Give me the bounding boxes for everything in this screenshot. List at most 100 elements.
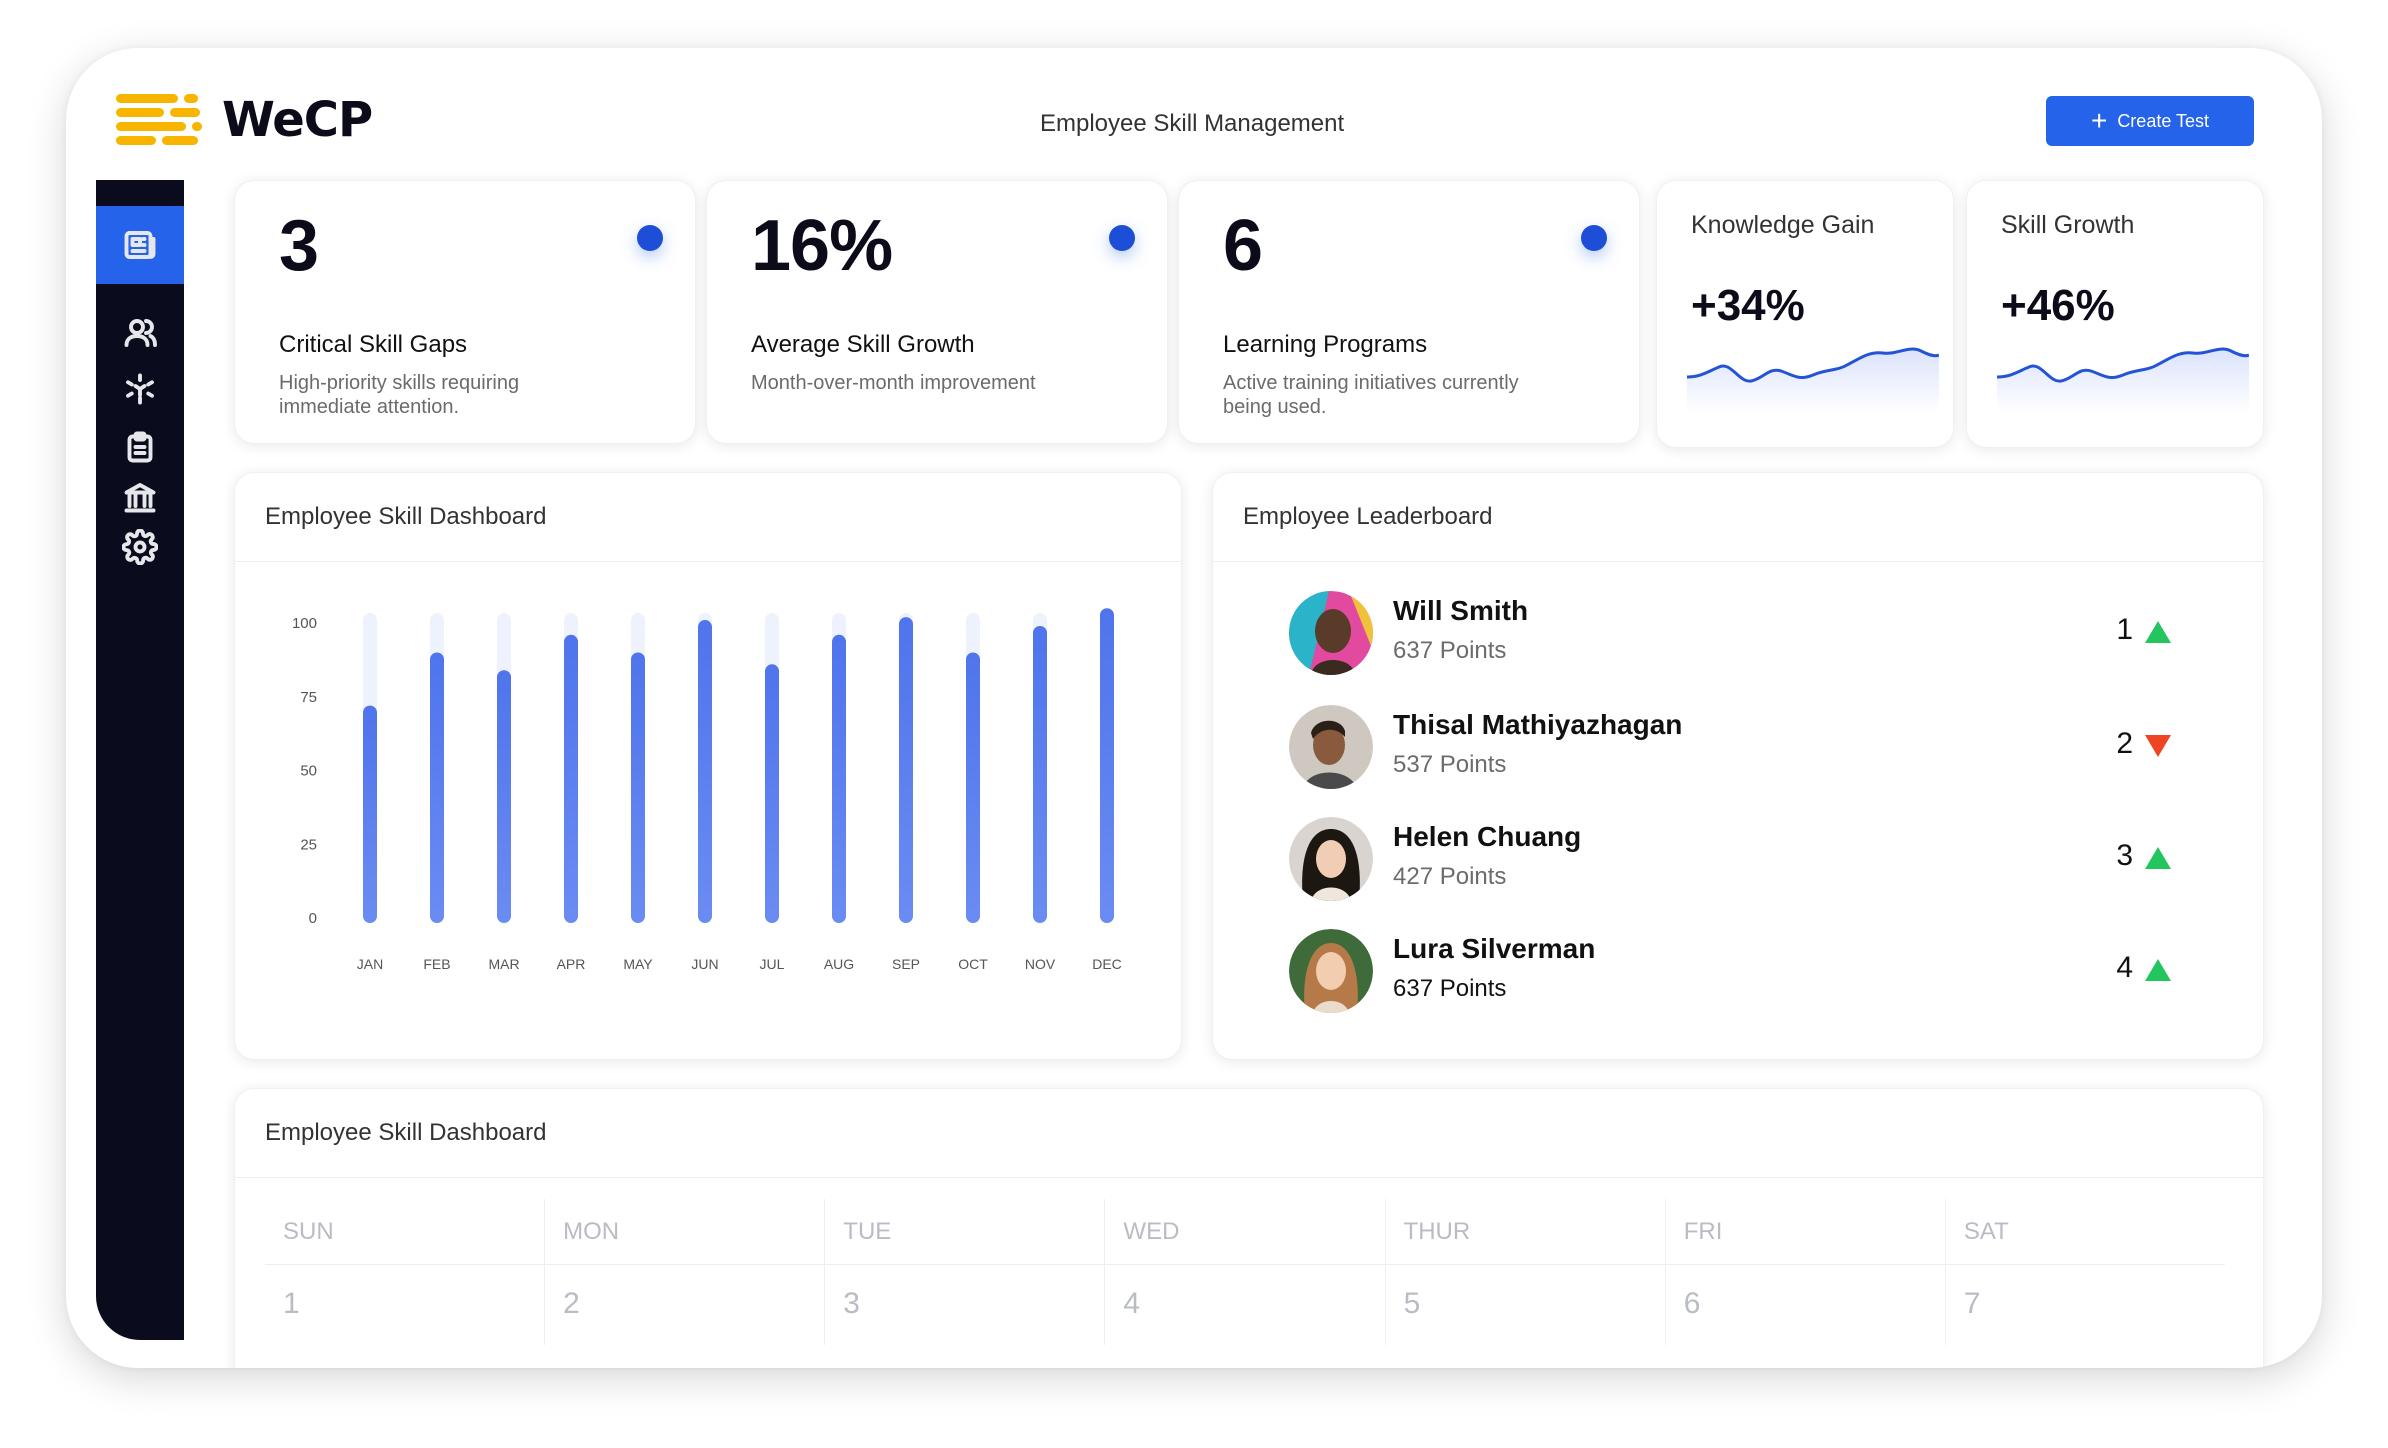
trend-down-icon xyxy=(2145,735,2171,757)
calendar-date-cell[interactable]: 1 xyxy=(265,1265,546,1345)
sidebar-item-cube[interactable] xyxy=(96,350,184,428)
stat-title: Average Skill Growth xyxy=(751,331,975,358)
bar-may[interactable] xyxy=(631,652,645,924)
bar-nov[interactable] xyxy=(1033,625,1047,923)
y-tick-label: 100 xyxy=(292,615,317,632)
logo-mark-icon xyxy=(116,88,202,152)
sidebar-item-bank[interactable] xyxy=(96,458,184,536)
bar-apr[interactable] xyxy=(564,634,578,923)
day-header-wed: WED xyxy=(1105,1199,1386,1265)
create-test-button[interactable]: + Create Test xyxy=(2046,96,2254,146)
x-tick-label: JUL xyxy=(760,956,785,972)
sidebar-item-settings[interactable] xyxy=(96,508,184,586)
y-tick-label: 50 xyxy=(300,763,317,780)
y-tick-label: 0 xyxy=(309,910,317,927)
x-tick-label: DEC xyxy=(1092,956,1122,972)
bar-feb[interactable] xyxy=(430,652,444,924)
calendar-date-cell[interactable]: 2 xyxy=(545,1265,826,1345)
employee-name: Thisal Mathiyazhagan xyxy=(1393,709,1683,740)
skill-growth-card: Skill Growth +46% xyxy=(1966,180,2264,448)
x-tick-label: OCT xyxy=(958,956,988,972)
bar-oct[interactable] xyxy=(966,652,980,924)
bar-jul[interactable] xyxy=(765,664,779,923)
status-dot xyxy=(1109,225,1135,251)
stat-card-skill-growth: 16% Average Skill Growth Month-over-mont… xyxy=(706,180,1168,444)
employee-points: 427 Points xyxy=(1393,863,1507,890)
calendar-date-cell[interactable]: 5 xyxy=(1386,1265,1666,1345)
page-title: Employee Skill Management xyxy=(1040,110,1345,137)
panel-title: Employee Skill Dashboard xyxy=(265,1119,547,1146)
calendar-date-cell[interactable]: 4 xyxy=(1105,1265,1386,1345)
x-tick-label: FEB xyxy=(423,956,450,972)
cube-icon xyxy=(126,373,154,405)
card-value: +34% xyxy=(1691,281,1805,330)
x-tick-label: NOV xyxy=(1025,956,1056,972)
clipboard-icon xyxy=(127,431,153,463)
bar-dec[interactable] xyxy=(1100,608,1114,923)
sparkline-chart xyxy=(1687,347,1939,413)
card-title: Knowledge Gain xyxy=(1691,211,1875,239)
leaderboard-row[interactable]: Helen Chuang 427 Points 3 xyxy=(1289,817,2189,907)
bar-aug[interactable] xyxy=(832,634,846,923)
x-tick-label: SEP xyxy=(892,956,920,972)
leaderboard-row[interactable]: Thisal Mathiyazhagan 537 Points 2 xyxy=(1289,705,2189,795)
leaderboard-panel: Employee Leaderboard Will Smith 637 Poin… xyxy=(1212,472,2264,1060)
plus-icon: + xyxy=(2090,105,2108,136)
sidebar-item-clipboard[interactable] xyxy=(96,408,184,486)
rank-number: 4 xyxy=(2116,951,2133,984)
newspaper-icon xyxy=(124,231,156,259)
calendar-week-row: 1 2 3 4 5 6 7 xyxy=(265,1265,2225,1345)
divider xyxy=(1213,561,2263,562)
sidebar-item-newspaper[interactable] xyxy=(96,206,184,284)
card-value: +46% xyxy=(2001,281,2115,330)
trend-up-icon xyxy=(2145,847,2171,869)
y-tick-label: 25 xyxy=(300,836,317,853)
logo: WeCP xyxy=(116,88,373,152)
bar-sep[interactable] xyxy=(899,617,913,923)
calendar-date-cell[interactable]: 7 xyxy=(1963,1287,1981,1320)
create-test-label: Create Test xyxy=(2117,110,2210,131)
logo-text: WeCP xyxy=(222,92,373,148)
stat-description: Month-over-month improvement xyxy=(751,372,1036,394)
avatar xyxy=(1289,817,1373,901)
day-header-sat: SAT xyxy=(1945,1199,2225,1265)
day-header-mon: MON xyxy=(545,1199,826,1265)
employee-name: Lura Silverman xyxy=(1393,933,1596,964)
avatar xyxy=(1289,705,1373,789)
status-dot xyxy=(1581,225,1607,251)
rank-number: 2 xyxy=(2116,727,2133,760)
employee-name: Helen Chuang xyxy=(1393,821,1582,852)
knowledge-gain-card: Knowledge Gain +34% xyxy=(1656,180,1954,448)
stat-title: Learning Programs xyxy=(1223,331,1428,358)
app-window: WeCP Employee Skill Management + Create … xyxy=(66,48,2322,1368)
avatar xyxy=(1289,591,1373,675)
x-tick-label: JAN xyxy=(357,956,383,972)
bar-jan[interactable] xyxy=(363,705,377,923)
divider xyxy=(235,561,1181,562)
day-header-tue: TUE xyxy=(825,1199,1106,1265)
x-tick-label: APR xyxy=(557,956,586,972)
panel-title: Employee Leaderboard xyxy=(1243,503,1493,530)
avatar xyxy=(1289,929,1373,1013)
leaderboard-row[interactable]: Lura Silverman 637 Points 4 xyxy=(1289,929,2189,1019)
calendar-header-row: SUN MON TUE WED THUR FRI SAT xyxy=(265,1199,2225,1265)
x-tick-label: JUN xyxy=(691,956,718,972)
users-icon xyxy=(124,319,157,347)
stat-description: Active training initiatives currently be… xyxy=(1223,372,1519,418)
bar-jun[interactable] xyxy=(698,620,712,923)
divider xyxy=(235,1177,2263,1178)
stat-title: Critical Skill Gaps xyxy=(279,331,468,358)
calendar-grid: SUN MON TUE WED THUR FRI SAT 1 2 3 4 5 6… xyxy=(265,1199,2225,1345)
stat-value: 6 xyxy=(1223,206,1263,286)
sidebar-item-users[interactable] xyxy=(96,294,184,372)
bar-chart: 0 25 50 75 100 JAN FEB MAR APR MAY JUN JUL AUG SEP OCT… xyxy=(292,608,1122,972)
x-tick-label: MAR xyxy=(488,956,519,972)
y-tick-label: 75 xyxy=(300,689,317,706)
bank-icon xyxy=(124,483,156,513)
employee-points: 537 Points xyxy=(1393,751,1507,778)
bar-mar[interactable] xyxy=(497,670,511,923)
status-dot xyxy=(637,225,663,251)
calendar-date-cell[interactable]: 3 xyxy=(825,1265,1106,1345)
leaderboard-row[interactable]: Will Smith 637 Points 1 xyxy=(1289,591,2189,681)
calendar-date-cell[interactable]: 6 xyxy=(1666,1265,1946,1345)
